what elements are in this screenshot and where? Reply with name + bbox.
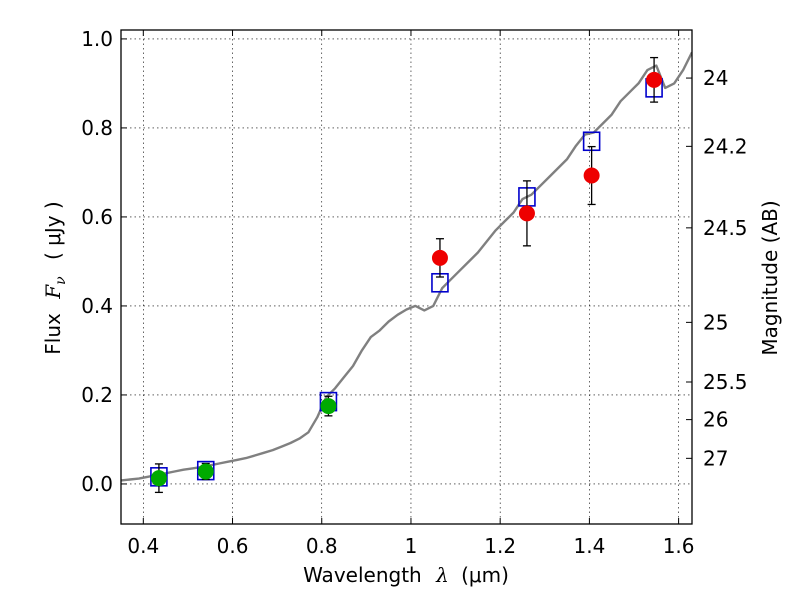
series-layer — [121, 51, 692, 494]
y-tick-label: 1.0 — [81, 27, 113, 51]
y-tick-label: 0.2 — [81, 383, 113, 407]
y-axis-label-text: Flux — [41, 313, 65, 355]
x-tick-label: 1.2 — [484, 534, 516, 558]
spectrum-line — [121, 51, 692, 482]
y-tick-label: 0.0 — [81, 472, 113, 496]
y-tick-label: 0.4 — [81, 294, 113, 318]
y2-tick-label: 24 — [703, 66, 728, 90]
axes: 0.4 0.6 0.8 1 1.2 1.4 1.6 0.0 0.2 0.4 0.6 0.8 1.0 24 2… — [81, 27, 747, 558]
red-point — [646, 71, 663, 88]
x-axis-label-symbol: λ — [435, 563, 449, 587]
x-axis-label-text: Wavelength — [303, 563, 422, 587]
y2-tick-label: 27 — [703, 446, 728, 470]
green-point — [320, 398, 337, 415]
red-point — [583, 167, 600, 184]
y2-axis-label: Magnitude (AB) — [758, 200, 782, 355]
x-tick-label: 1.4 — [573, 534, 605, 558]
x-axis-label-unit: (μm) — [461, 563, 509, 587]
x-tick-label: 0.4 — [127, 534, 159, 558]
grid — [121, 30, 692, 524]
y2-tick-label: 25.5 — [703, 370, 748, 394]
green-point — [197, 463, 214, 480]
x-tick-label: 1.6 — [663, 534, 695, 558]
y-tick-label: 0.8 — [81, 116, 113, 140]
y-axis-label: Flux Fν ( μJy ) — [41, 201, 70, 354]
plot-frame — [120, 29, 693, 525]
y2-tick-label: 24.2 — [703, 134, 748, 158]
x-axis-label: Wavelength λ (μm) — [303, 563, 509, 587]
y-axis-label-symbol: F — [41, 284, 65, 300]
x-tick-label: 0.8 — [306, 534, 338, 558]
red-point — [518, 205, 535, 222]
x-tick-label: 1 — [405, 534, 418, 558]
green-point — [150, 470, 167, 487]
y-axis-label-subscript: ν — [53, 276, 69, 285]
y-tick-label: 0.6 — [81, 205, 113, 229]
y-axis-label-unit: ( μJy ) — [41, 201, 65, 260]
y2-tick-label: 25 — [703, 310, 728, 334]
red-point — [431, 249, 448, 266]
y2-tick-label: 24.5 — [703, 216, 748, 240]
x-tick-label: 0.6 — [217, 534, 249, 558]
y2-tick-label: 26 — [703, 408, 728, 432]
